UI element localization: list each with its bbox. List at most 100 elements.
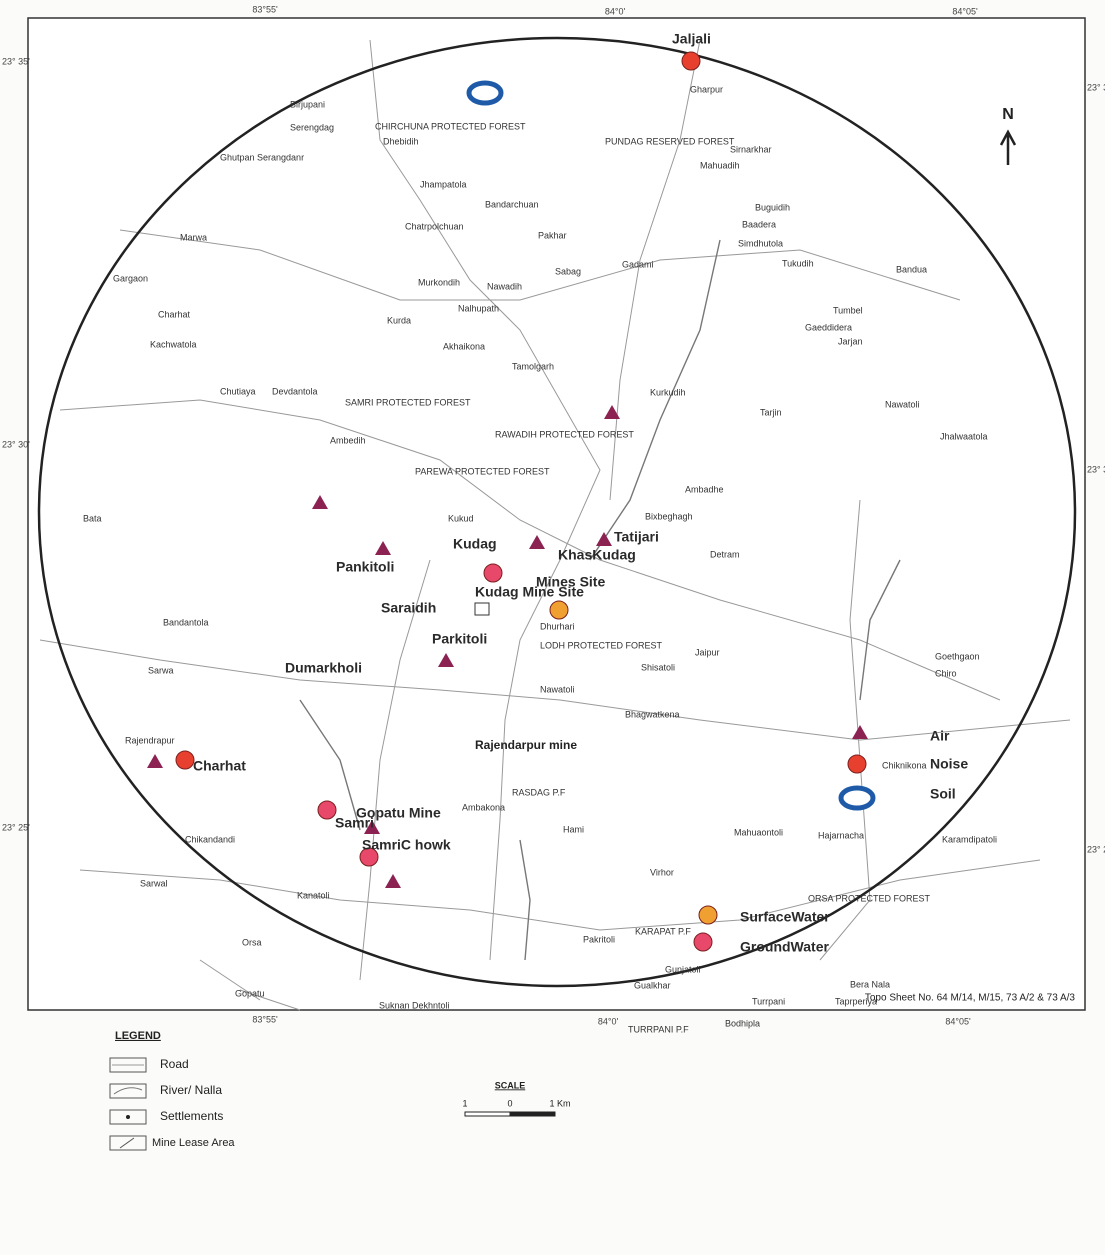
place-label: Buguidih <box>755 202 790 212</box>
place-label: Suknan Dekhntoli <box>379 1000 450 1010</box>
legend-swatch <box>109 1083 147 1099</box>
place-label: Kurda <box>387 315 411 325</box>
scale-segment <box>509 1111 556 1117</box>
station-label: SamriC howk <box>362 837 451 853</box>
legend-swatch <box>119 1137 135 1149</box>
place-label: Serengdag <box>290 122 334 132</box>
circle-marker <box>847 754 867 774</box>
place-labels: Gharpur Birjupani Serengdag Ghutpan Serangd… <box>83 84 997 1034</box>
place-label: Bera Nala <box>850 979 890 989</box>
study-area-circle <box>37 36 1077 988</box>
station-label: Gopatu Mine <box>356 805 441 821</box>
station-labels: Jaljali Pankitoli Kudag KhasKudag Tatija… <box>193 31 968 955</box>
place-label: TURRPANI P.F <box>628 1024 689 1034</box>
place-label: ORSA PROTECTED FOREST <box>808 893 931 903</box>
coordinate: 84°05' <box>952 6 978 16</box>
place-label: Virhor <box>650 867 674 877</box>
coordinate: 23° 30' <box>1087 464 1105 474</box>
mine-lease-area <box>474 602 490 616</box>
station-label: Samri <box>335 815 374 831</box>
place-label: Simdhutola <box>738 238 783 248</box>
place-label: Baadera <box>742 219 776 229</box>
place-label: Chikandandi <box>185 834 235 844</box>
place-label: Mahuaontoli <box>734 827 783 837</box>
place-label: Chatrpolchuan <box>405 221 464 231</box>
place-label: SAMRI PROTECTED FOREST <box>345 397 471 407</box>
place-label: Sarwal <box>140 878 168 888</box>
place-label: Devdantola <box>272 386 318 396</box>
coordinate: 23° 25' <box>1087 844 1105 854</box>
place-label: Goethgaon <box>935 651 980 661</box>
place-label: Birjupani <box>290 99 325 109</box>
map-frame <box>27 17 1086 1011</box>
circle-marker <box>175 750 195 770</box>
coordinate: 83°55' <box>252 4 278 14</box>
legend-item: River/ Nalla <box>160 1083 222 1097</box>
place-label: Bata <box>83 513 102 523</box>
place-label: Hami <box>563 824 584 834</box>
place-label: Gadami <box>622 259 654 269</box>
coordinate: 84°0' <box>598 1016 619 1026</box>
water-marker <box>838 785 876 811</box>
coordinate: 23° 35' <box>2 56 30 66</box>
place-label: Sabag <box>555 266 581 276</box>
station-label: SurfaceWater <box>740 909 830 925</box>
legend-item: Road <box>160 1057 189 1071</box>
circle-marker <box>681 51 701 71</box>
station-label: Jaljali <box>672 31 711 47</box>
coordinate: 23° 25' <box>2 822 30 832</box>
place-label: Bandantola <box>163 617 209 627</box>
coordinate: 84°0' <box>605 6 626 16</box>
legend-swatch <box>126 1115 130 1119</box>
north-label: N <box>1002 106 1014 123</box>
station-label: Air <box>930 728 950 744</box>
place-label: Chiknikona <box>882 760 927 770</box>
place-label: Akhaikona <box>443 341 485 351</box>
station-label: Rajendarpur mine <box>475 738 577 752</box>
place-label: Hajarnacha <box>818 830 864 840</box>
place-label: RASDAG P.F <box>512 787 566 797</box>
legend-title: LEGEND <box>115 1030 161 1042</box>
road <box>609 39 701 501</box>
triangle-marker <box>852 725 868 739</box>
place-label: Jhampatola <box>420 179 467 189</box>
place-label: Gualkhar <box>634 980 671 990</box>
place-label: Bandua <box>896 264 927 274</box>
triangle-marker <box>385 874 401 888</box>
place-label: Pakritoli <box>583 934 615 944</box>
place-label: Karamdipatoli <box>942 834 997 844</box>
river <box>299 699 361 831</box>
place-label: Bodhipla <box>725 1018 760 1028</box>
coordinate: 23° 30' <box>2 439 30 449</box>
place-label: Kachwatola <box>150 339 197 349</box>
place-label: Murkondih <box>418 277 460 287</box>
road <box>359 559 431 981</box>
triangle-marker <box>364 820 380 834</box>
place-label: Nawadih <box>487 281 522 291</box>
station-label: Kudag <box>453 536 497 552</box>
station-label: Parkitoli <box>432 631 487 647</box>
place-label: Ambakona <box>462 802 505 812</box>
river <box>589 239 721 561</box>
triangle-marker <box>529 535 545 549</box>
road <box>59 399 1001 701</box>
place-label: Tukudih <box>782 258 814 268</box>
place-label: Gopatu <box>235 988 265 998</box>
legend-swatch <box>109 1135 147 1151</box>
river <box>859 559 901 701</box>
place-label: Tarjin <box>760 407 782 417</box>
place-label: Nalhupath <box>458 303 499 313</box>
place-label: Kanatoli <box>297 890 330 900</box>
legend-swatch <box>109 1057 147 1073</box>
place-label: CHIRCHUNA PROTECTED FOREST <box>375 121 526 131</box>
station-label: Charhat <box>193 758 246 774</box>
place-label: Orsa <box>242 937 262 947</box>
triangle-marker <box>147 754 163 768</box>
road <box>119 229 961 301</box>
scale-segment <box>464 1111 511 1117</box>
scale-title: SCALE <box>495 1080 526 1090</box>
legend-item: Mine Lease Area <box>152 1137 235 1149</box>
rivers <box>299 239 901 961</box>
place-label: PUNDAG RESERVED FOREST <box>605 136 735 146</box>
